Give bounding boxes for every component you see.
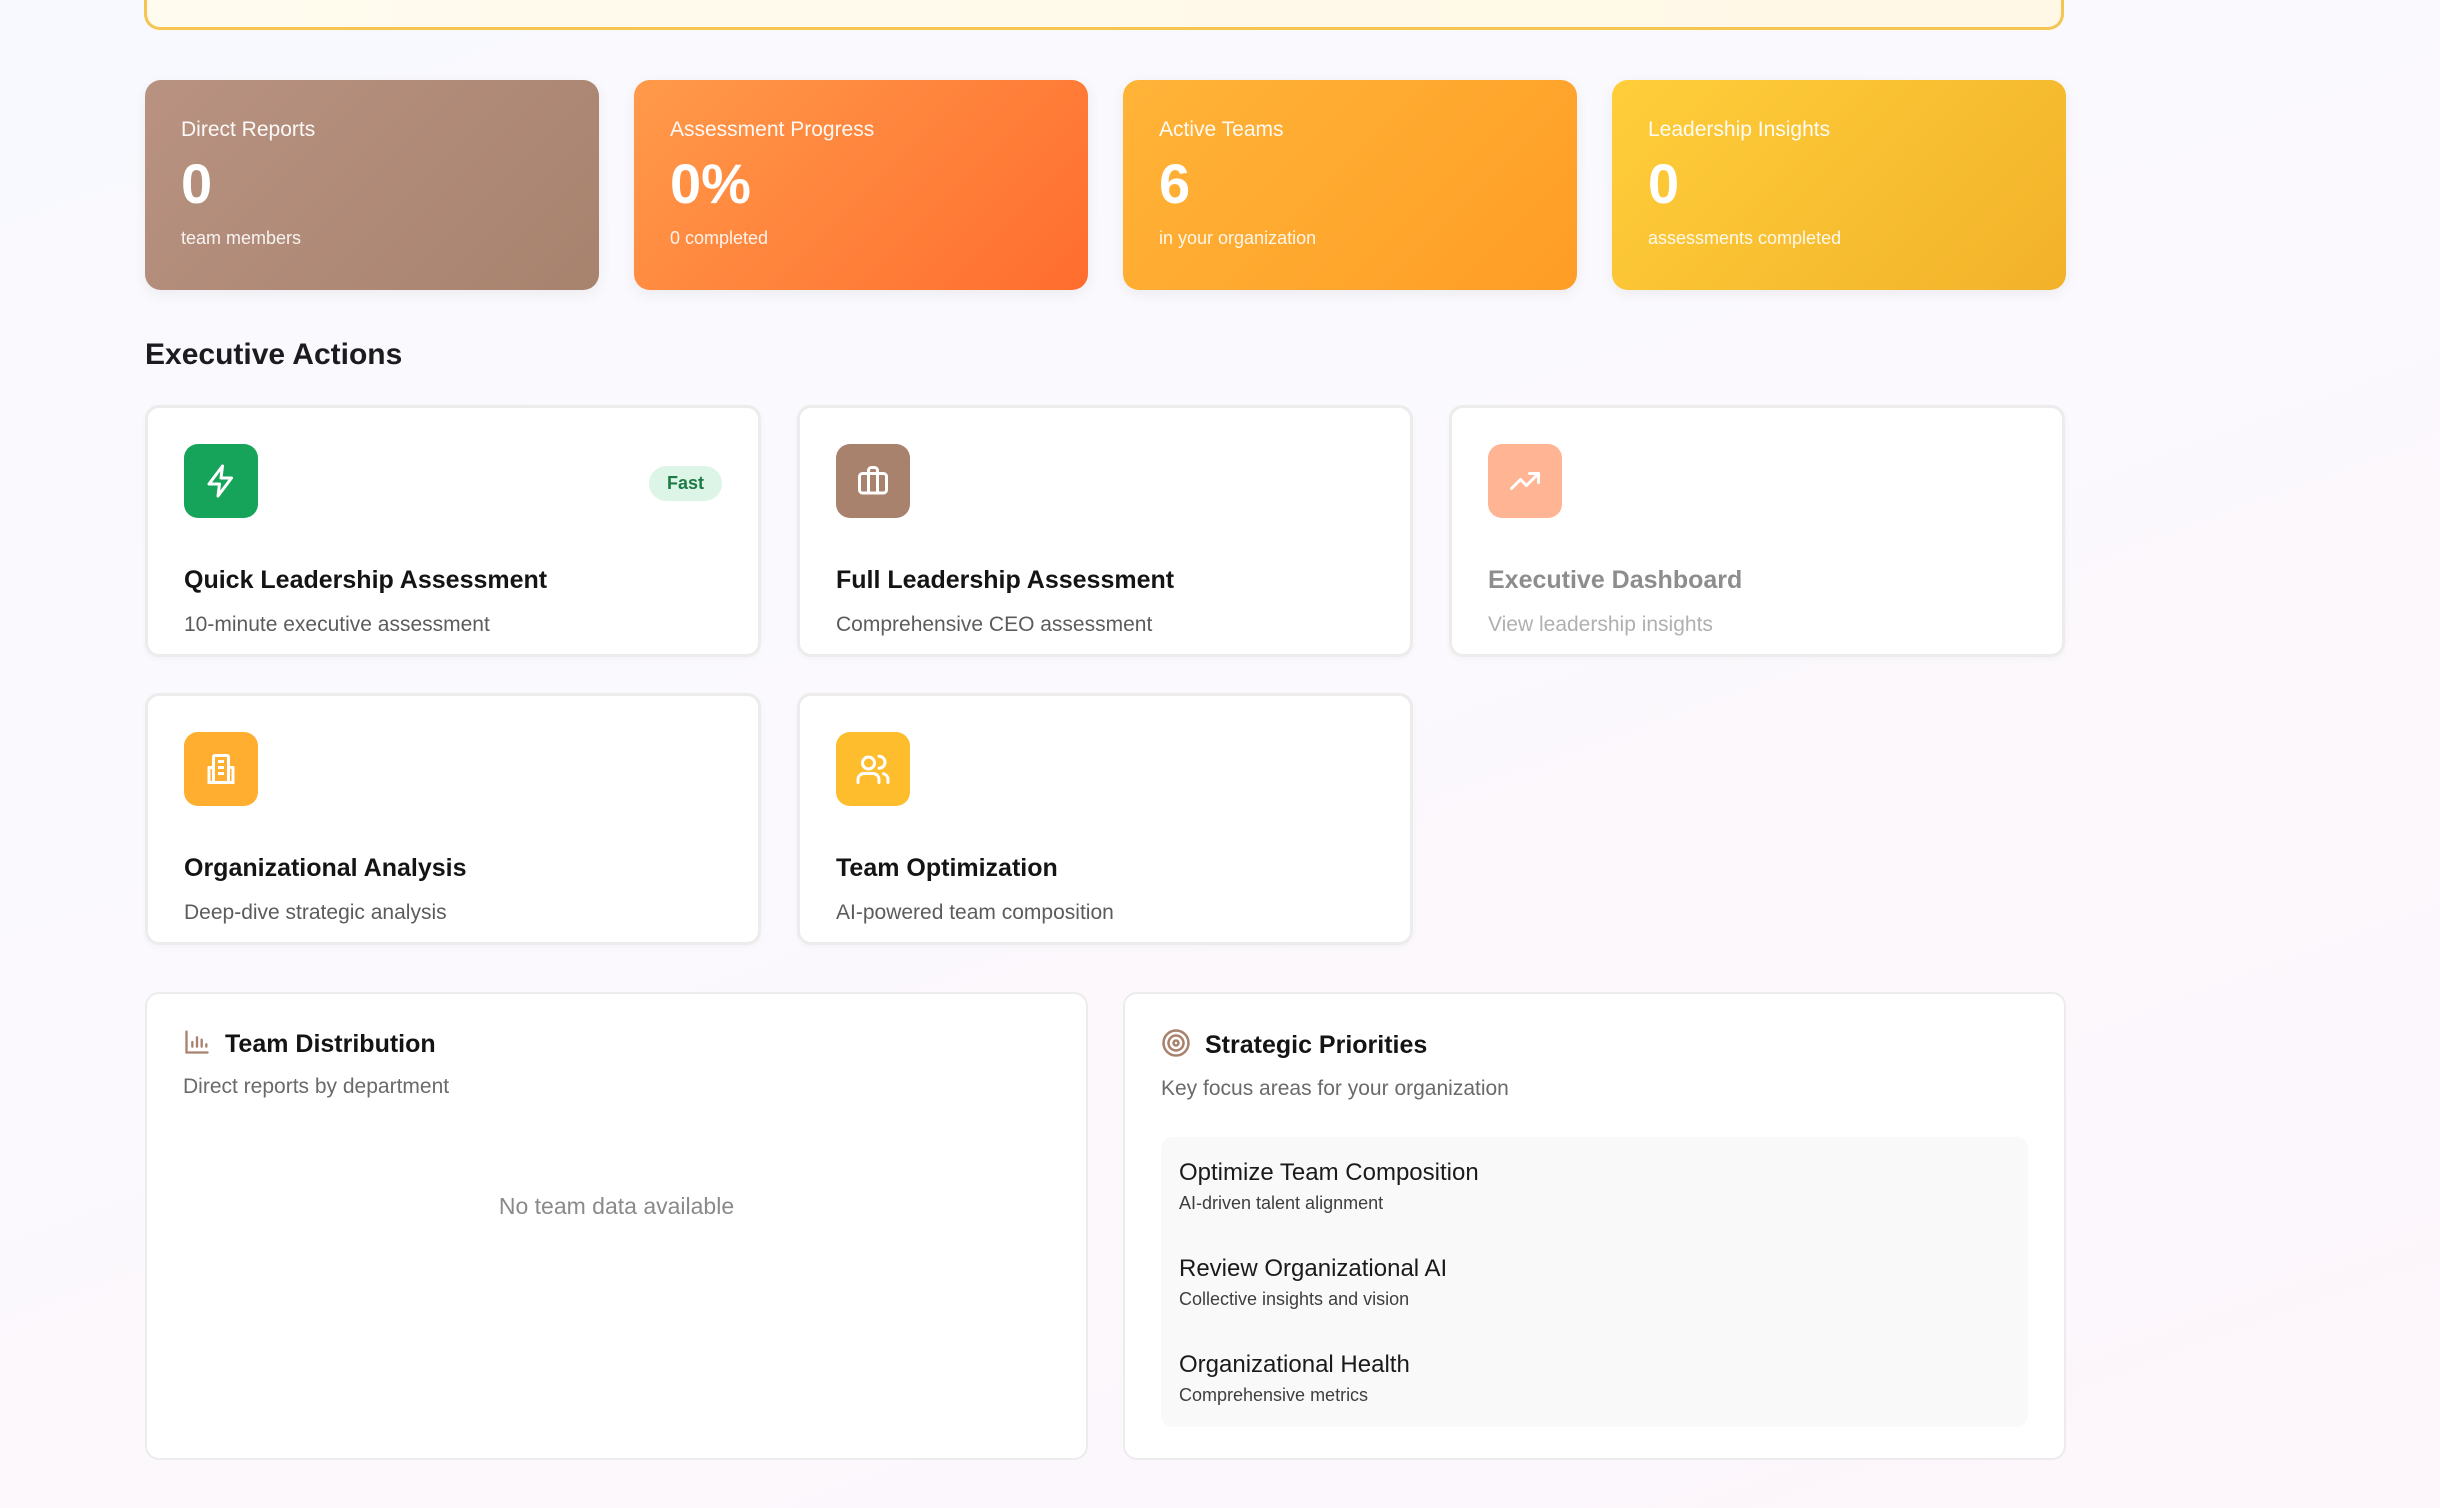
priority-list: Optimize Team Composition AI-driven tale… <box>1161 1137 2028 1427</box>
stat-label: Leadership Insights <box>1648 118 1831 141</box>
priority-item[interactable]: Optimize Team Composition AI-driven tale… <box>1161 1149 2028 1223</box>
stat-value: 0 <box>181 152 213 215</box>
organizational-analysis-card[interactable]: Organizational Analysis Deep-dive strate… <box>145 693 761 945</box>
building-icon <box>184 732 258 806</box>
action-title: Organizational Analysis <box>184 854 467 882</box>
panel-title: Team Distribution <box>225 1030 436 1058</box>
strategic-priorities-panel: Strategic Priorities Key focus areas for… <box>1123 992 2066 1460</box>
stat-label: Direct Reports <box>181 118 316 141</box>
priority-name: Organizational Health <box>1179 1351 1410 1378</box>
trending-up-icon <box>1488 444 1562 518</box>
stat-subtext: in your organization <box>1159 228 1317 248</box>
stat-card-direct-reports: Direct Reports 0 team members <box>145 80 599 290</box>
stat-card-assessment-progress: Assessment Progress 0% 0 completed <box>634 80 1088 290</box>
stat-value: 0% <box>670 152 751 215</box>
briefcase-icon <box>836 444 910 518</box>
panel-subtitle: Key focus areas for your organization <box>1161 1077 1509 1100</box>
action-description: AI-powered team composition <box>836 901 1114 924</box>
action-title: Team Optimization <box>836 854 1058 882</box>
priority-description: Collective insights and vision <box>1179 1289 1410 1309</box>
bar-chart-icon <box>183 1028 211 1061</box>
stat-label: Active Teams <box>1159 118 1284 141</box>
target-icon <box>1161 1028 1191 1063</box>
priority-name: Optimize Team Composition <box>1179 1159 1479 1186</box>
zap-icon <box>184 444 258 518</box>
action-title: Full Leadership Assessment <box>836 566 1175 594</box>
full-leadership-assessment-card[interactable]: Full Leadership Assessment Comprehensive… <box>797 405 1413 657</box>
stat-label: Assessment Progress <box>670 118 875 141</box>
priority-description: Comprehensive metrics <box>1179 1385 1369 1405</box>
priority-name: Review Organizational AI <box>1179 1255 1448 1282</box>
team-distribution-panel: Team Distribution Direct reports by depa… <box>145 992 1088 1460</box>
quick-leadership-assessment-card[interactable]: Fast Quick Leadership Assessment 10-minu… <box>145 405 761 657</box>
team-optimization-card[interactable]: Team Optimization AI-powered team compos… <box>797 693 1413 945</box>
action-title: Quick Leadership Assessment <box>184 566 548 594</box>
stat-value: 6 <box>1159 152 1191 215</box>
section-title: Executive Actions <box>145 338 403 371</box>
action-description: View leadership insights <box>1488 613 1713 636</box>
stat-card-active-teams: Active Teams 6 in your organization <box>1123 80 1577 290</box>
empty-state-text: No team data available <box>498 1193 735 1219</box>
action-description: Deep-dive strategic analysis <box>184 901 447 924</box>
action-description: Comprehensive CEO assessment <box>836 613 1153 636</box>
stat-subtext: assessments completed <box>1648 228 1842 248</box>
users-icon <box>836 732 910 806</box>
action-title: Executive Dashboard <box>1488 566 1743 594</box>
executive-dashboard-card[interactable]: Executive Dashboard View leadership insi… <box>1449 405 2065 657</box>
fast-badge: Fast <box>648 466 722 501</box>
stat-value: 0 <box>1648 152 1680 215</box>
action-description: 10-minute executive assessment <box>184 613 490 636</box>
priority-description: AI-driven talent alignment <box>1179 1193 1384 1213</box>
notice-banner <box>144 0 2064 30</box>
stat-subtext: team members <box>181 228 302 248</box>
priority-item[interactable]: Organizational Health Comprehensive metr… <box>1161 1341 2028 1415</box>
panel-title: Strategic Priorities <box>1205 1031 1428 1059</box>
stat-subtext: 0 completed <box>670 228 769 248</box>
stat-card-leadership-insights: Leadership Insights 0 assessments comple… <box>1612 80 2066 290</box>
priority-item[interactable]: Review Organizational AI Collective insi… <box>1161 1245 2028 1319</box>
panel-subtitle: Direct reports by department <box>183 1075 450 1098</box>
